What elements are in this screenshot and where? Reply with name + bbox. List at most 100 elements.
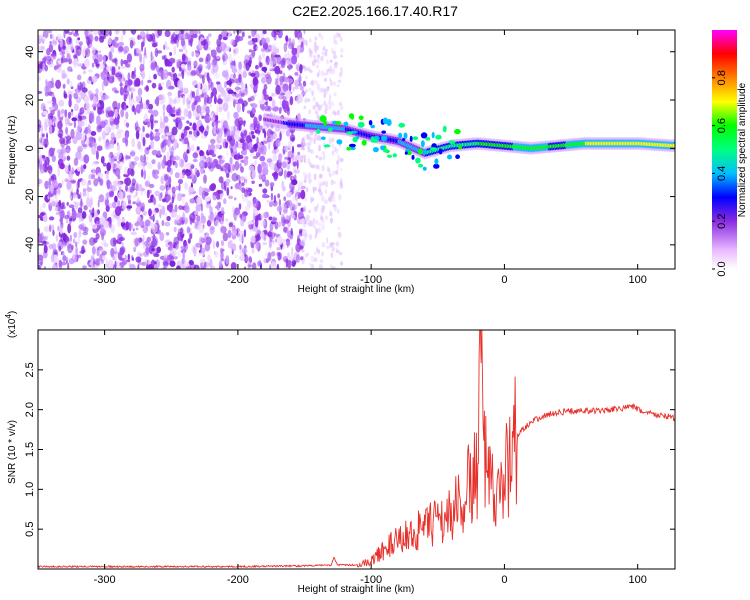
noise-speckle xyxy=(84,47,91,58)
noise-speckle xyxy=(77,194,81,200)
noise-speckle xyxy=(308,178,312,184)
noise-speckle xyxy=(296,160,299,170)
noise-speckle xyxy=(285,241,291,247)
noise-speckle xyxy=(69,218,73,222)
noise-speckle xyxy=(45,55,52,62)
ridge-blob xyxy=(434,158,439,165)
noise-speckle xyxy=(329,59,333,63)
noise-speckle xyxy=(285,199,293,206)
noise-speckle xyxy=(321,164,325,172)
noise-speckle xyxy=(165,213,168,217)
noise-speckle xyxy=(113,118,120,125)
colorbar-tick-label: 0.6 xyxy=(716,118,728,133)
ridge-blob xyxy=(381,130,387,134)
noise-speckle xyxy=(123,45,130,54)
noise-speckle xyxy=(88,214,93,222)
noise-speckle xyxy=(308,53,313,59)
noise-speckle xyxy=(276,263,280,269)
ridge-blob xyxy=(370,136,375,143)
noise-speckle xyxy=(159,121,166,129)
noise-speckle xyxy=(262,107,265,112)
noise-speckle xyxy=(329,217,334,224)
noise-speckle xyxy=(301,91,306,96)
noise-speckle xyxy=(215,118,219,129)
noise-speckle xyxy=(69,196,73,199)
noise-speckle xyxy=(161,134,168,140)
noise-speckle xyxy=(80,198,83,209)
noise-speckle xyxy=(188,57,192,61)
noise-speckle xyxy=(216,201,221,211)
noise-speckle xyxy=(112,201,117,209)
noise-speckle xyxy=(166,165,171,173)
noise-speckle xyxy=(157,30,163,37)
noise-speckle xyxy=(145,33,150,40)
noise-speckle xyxy=(214,251,219,258)
noise-speckle xyxy=(320,195,325,202)
noise-speckle xyxy=(250,84,254,90)
noise-speckle xyxy=(224,43,227,49)
noise-speckle xyxy=(253,93,257,98)
noise-speckle xyxy=(187,100,191,105)
noise-speckle xyxy=(243,130,248,137)
noise-speckle xyxy=(257,163,262,174)
noise-speckle xyxy=(210,91,214,99)
noise-speckle xyxy=(93,106,97,111)
noise-speckle xyxy=(158,83,162,89)
noise-speckle xyxy=(156,50,163,54)
noise-speckle xyxy=(100,95,106,101)
noise-speckle xyxy=(58,245,62,252)
noise-speckle xyxy=(339,47,344,54)
noise-speckle xyxy=(50,253,55,263)
noise-speckle xyxy=(216,81,221,85)
noise-speckle xyxy=(134,222,140,227)
noise-speckle xyxy=(300,41,304,48)
y-tick-label: 0 xyxy=(24,145,36,151)
noise-speckle xyxy=(61,179,64,186)
noise-speckle xyxy=(65,139,72,144)
noise-speckle xyxy=(224,218,229,222)
noise-speckle xyxy=(254,217,259,228)
noise-speckle xyxy=(48,265,52,269)
noise-speckle xyxy=(238,184,243,191)
noise-speckle xyxy=(59,227,63,235)
noise-speckle xyxy=(141,79,144,86)
noise-speckle xyxy=(161,159,166,170)
noise-speckle xyxy=(117,129,124,134)
noise-speckle xyxy=(264,101,267,106)
noise-speckle xyxy=(254,143,259,150)
noise-speckle xyxy=(201,93,205,98)
noise-speckle xyxy=(241,31,245,38)
noise-speckle xyxy=(142,56,145,67)
noise-speckle xyxy=(330,252,333,259)
noise-speckle xyxy=(41,154,46,159)
noise-speckle xyxy=(110,48,113,52)
noise-speckle xyxy=(313,55,317,59)
y-tick-label: 1.5 xyxy=(24,442,36,457)
noise-speckle xyxy=(302,80,307,87)
noise-speckle xyxy=(311,90,315,96)
noise-speckle xyxy=(203,96,207,106)
noise-speckle xyxy=(157,162,161,170)
noise-speckle xyxy=(92,114,95,123)
noise-speckle xyxy=(77,37,81,41)
noise-speckle xyxy=(43,226,50,233)
noise-speckle xyxy=(268,60,274,70)
noise-speckle xyxy=(64,178,67,183)
noise-speckle xyxy=(292,86,295,92)
noise-speckle xyxy=(289,96,294,106)
noise-speckle xyxy=(187,164,191,170)
noise-speckle xyxy=(114,167,121,177)
ridge-blob xyxy=(425,137,431,141)
noise-speckle xyxy=(252,76,258,87)
noise-speckle xyxy=(113,251,119,255)
noise-speckle xyxy=(340,54,343,58)
noise-speckle xyxy=(192,108,200,118)
noise-speckle xyxy=(94,258,100,266)
noise-speckle xyxy=(71,254,77,263)
noise-speckle xyxy=(163,44,166,51)
noise-speckle xyxy=(141,41,145,48)
noise-speckle xyxy=(146,105,150,110)
noise-speckle xyxy=(184,204,190,214)
noise-speckle xyxy=(227,89,234,95)
snr-panel: -300 -200 -100 0 100 0.51.01.52.02.5 Height … xyxy=(4,311,676,595)
